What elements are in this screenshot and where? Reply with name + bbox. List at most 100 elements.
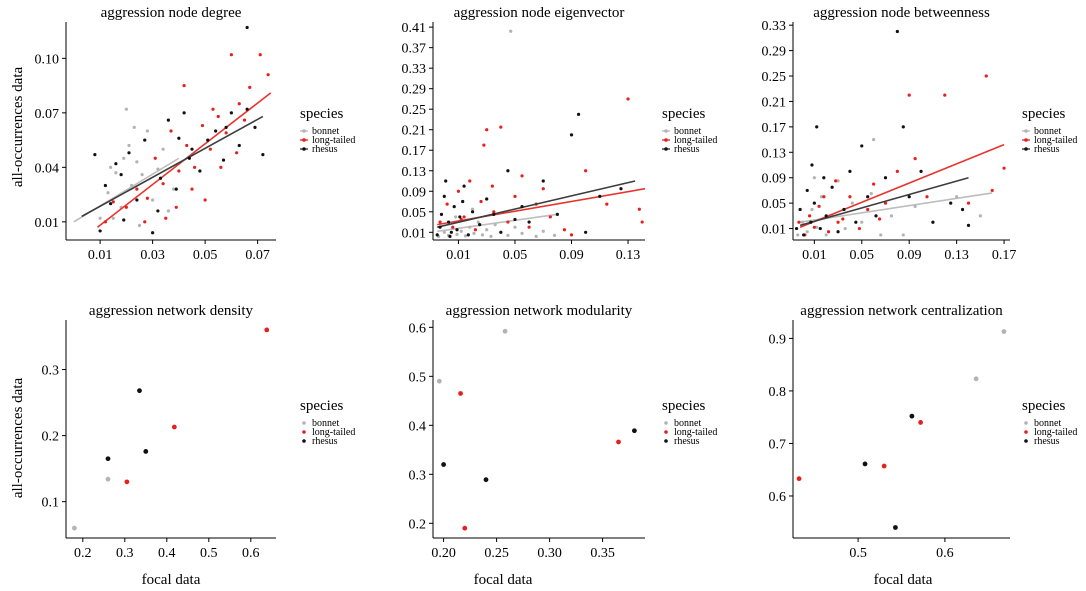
point-rhesus xyxy=(261,153,265,157)
point-bonnet xyxy=(810,207,814,212)
panel-5: aggression network modularity 0.20 0.25 0.3… xyxy=(409,303,718,561)
point-bonnet xyxy=(520,231,524,235)
legend-key-bonnet xyxy=(664,421,668,425)
point-rhesus xyxy=(598,194,602,198)
panel-title: aggression network density xyxy=(89,303,254,319)
legend-label-bonnet: bonnet xyxy=(674,126,701,137)
point-long-tailed xyxy=(479,199,483,204)
panel-title: aggression network modularity xyxy=(446,303,633,319)
y-tick-label: 0.09 xyxy=(762,172,787,187)
y-tick-label: 0.25 xyxy=(762,70,787,85)
x-tick-label: 0.25 xyxy=(484,546,509,561)
point-bonnet xyxy=(172,187,176,191)
x-axis-label-right: focal data xyxy=(874,572,933,588)
point-long-tailed xyxy=(895,169,899,173)
point-bonnet xyxy=(973,376,979,382)
legend-label-long-tailed: long-tailed xyxy=(1034,427,1077,438)
point-bonnet xyxy=(459,229,463,233)
point-bonnet xyxy=(145,129,149,133)
y-tick-label: 0.9 xyxy=(769,332,787,347)
fit-line-rhesus xyxy=(437,180,636,228)
y-tick-label: 0.10 xyxy=(35,52,60,67)
point-long-tailed xyxy=(111,200,115,204)
point-long-tailed xyxy=(605,202,609,206)
legend-title: species xyxy=(662,106,705,122)
point-bonnet xyxy=(98,216,102,220)
point-bonnet xyxy=(106,191,110,195)
series-rhesus xyxy=(435,112,636,239)
legend-title: species xyxy=(300,106,343,122)
point-long-tailed xyxy=(203,198,207,202)
x-tick-label: 0.20 xyxy=(431,546,456,561)
y-tick-label: 0.8 xyxy=(769,385,787,400)
point-rhesus xyxy=(442,194,446,198)
point-rhesus xyxy=(949,201,953,205)
point-bonnet xyxy=(824,233,828,237)
legend-key-rhesus xyxy=(302,439,306,443)
point-long-tailed xyxy=(826,230,831,234)
y-axis-label-bottom: all-occurrences data xyxy=(10,377,26,498)
point-long-tailed xyxy=(834,179,838,183)
point-bonnet xyxy=(913,204,917,208)
point-long-tailed xyxy=(190,187,194,191)
point-rhesus xyxy=(874,214,878,218)
point-long-tailed xyxy=(990,188,994,193)
point-long-tailed xyxy=(848,195,852,199)
point-bonnet xyxy=(552,233,557,237)
point-long-tailed xyxy=(822,195,826,199)
point-rhesus xyxy=(229,111,233,115)
point-rhesus xyxy=(499,230,503,234)
legend-label-bonnet: bonnet xyxy=(1034,418,1061,429)
point-rhesus xyxy=(966,223,971,227)
point-rhesus xyxy=(862,461,868,467)
point-bonnet xyxy=(889,214,894,218)
point-rhesus xyxy=(135,198,139,202)
point-long-tailed xyxy=(264,327,270,333)
point-bonnet xyxy=(872,137,876,142)
legend-label-rhesus: rhesus xyxy=(1034,144,1060,155)
point-rhesus xyxy=(822,176,826,180)
point-long-tailed xyxy=(485,128,489,132)
point-rhesus xyxy=(224,125,228,129)
point-bonnet xyxy=(114,171,118,175)
point-rhesus xyxy=(919,169,923,173)
point-rhesus xyxy=(435,233,439,237)
series-bonnet xyxy=(436,328,508,384)
series-long-tailed xyxy=(797,74,1006,237)
x-tick-label: 0.35 xyxy=(590,546,615,561)
point-bonnet xyxy=(843,226,847,231)
panel-2: aggression node eigenvector 0.01 0.05 0.09 0… xyxy=(402,5,718,263)
point-long-tailed xyxy=(161,182,165,186)
x-axis-label-left: focal data xyxy=(142,572,201,588)
panel-1: aggression node degree 0.01 0.03 0.05 0.07 0.… xyxy=(35,5,356,263)
point-rhesus xyxy=(584,230,588,234)
point-rhesus xyxy=(802,233,806,237)
point-long-tailed xyxy=(584,169,588,173)
point-long-tailed xyxy=(569,233,574,237)
legend-label-bonnet: bonnet xyxy=(312,126,339,137)
series-long-tailed xyxy=(796,420,923,482)
panel-6: aggression network centralization 0.5 0.6 0… xyxy=(769,303,1078,561)
x-tick-label: 0.6 xyxy=(936,546,954,561)
series-bonnet xyxy=(72,476,111,531)
point-bonnet xyxy=(468,225,472,229)
y-tick-label: 0.2 xyxy=(42,430,60,445)
point-rhesus xyxy=(114,162,118,166)
panels: aggression node degree 0.01 0.03 0.05 0.07 0.… xyxy=(35,5,1078,561)
point-rhesus xyxy=(492,212,496,216)
legend-key-long-tailed xyxy=(302,138,306,142)
legend-key-long-tailed xyxy=(1024,138,1028,142)
point-rhesus xyxy=(221,158,226,162)
point-rhesus xyxy=(444,179,448,183)
point-long-tailed xyxy=(984,74,988,78)
point-long-tailed xyxy=(208,147,212,151)
point-rhesus xyxy=(151,231,155,235)
point-bonnet xyxy=(506,233,510,237)
point-long-tailed xyxy=(548,215,552,219)
point-rhesus xyxy=(824,214,828,218)
x-tick-label: 0.2 xyxy=(74,546,92,561)
point-long-tailed xyxy=(907,93,911,97)
series-rhesus xyxy=(441,428,637,483)
legend-key-long-tailed xyxy=(302,430,306,434)
